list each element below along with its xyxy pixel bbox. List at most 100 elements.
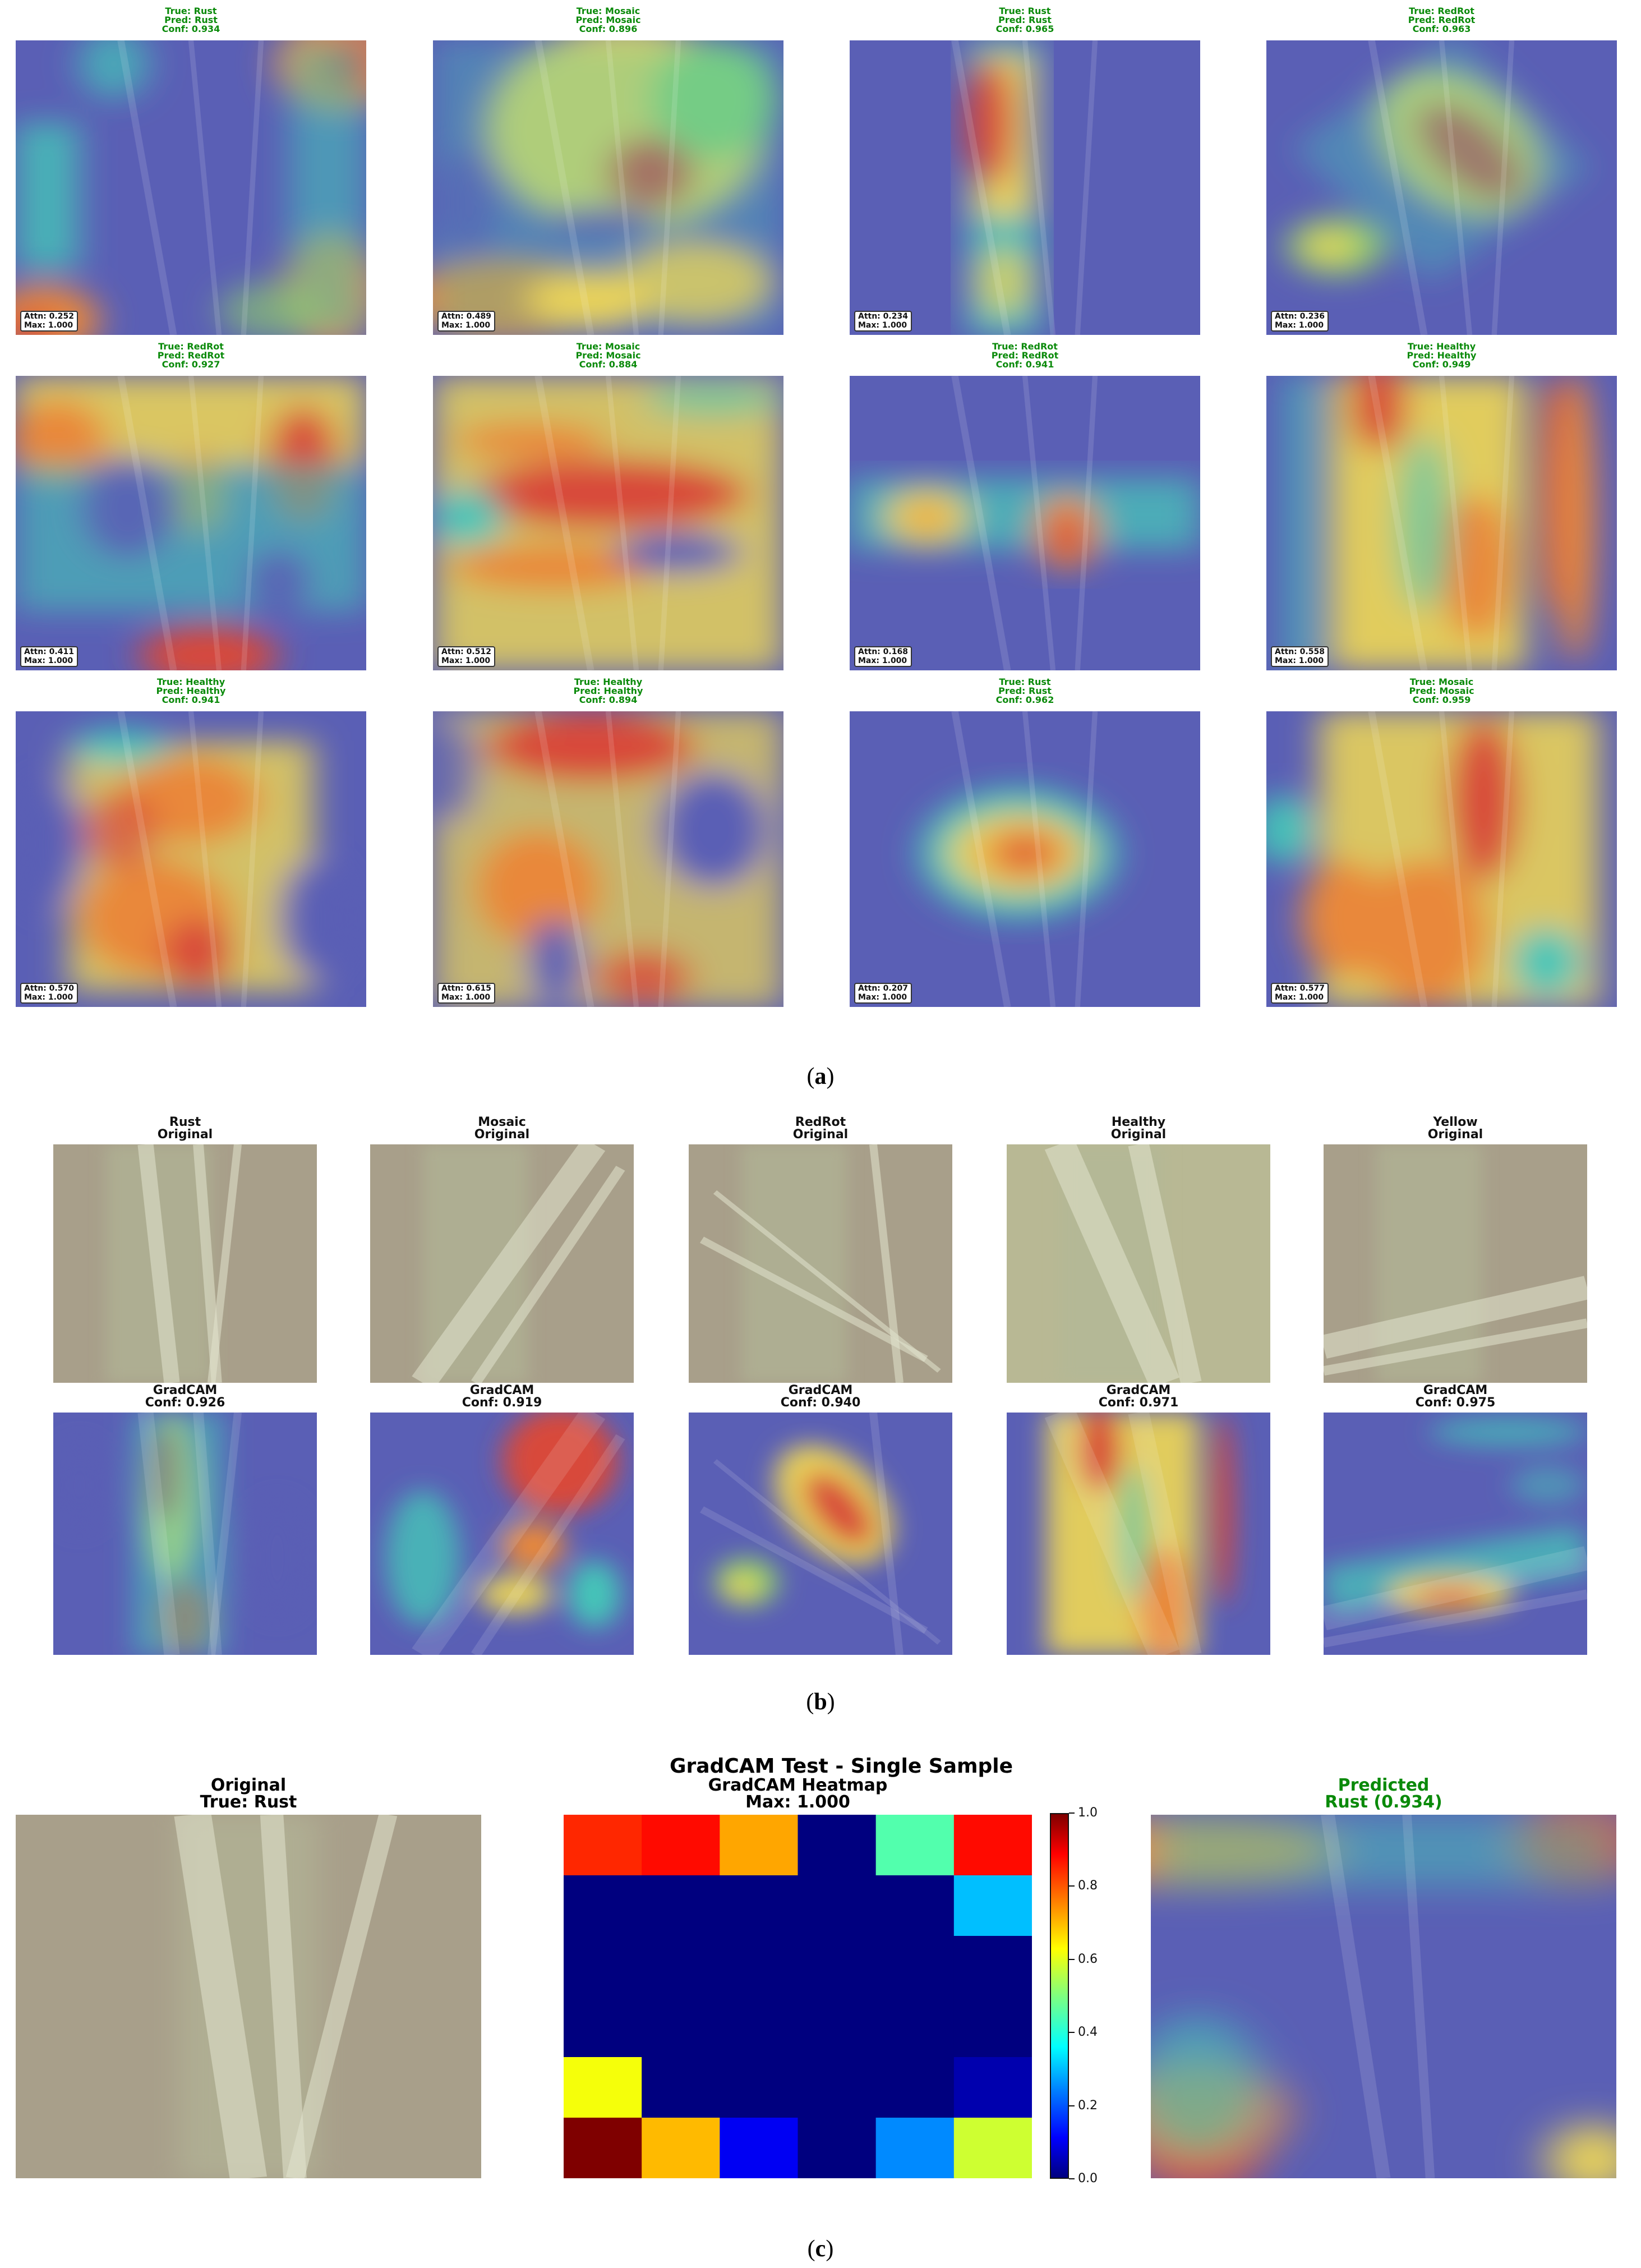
attention-heatmap: Attn: 0.252 Max: 1.000 [16,40,366,335]
attention-stats-box: Attn: 0.411 Max: 1.000 [20,646,78,667]
heatmap-cell [564,1996,642,2058]
original-title: Healthy Original [1110,1115,1167,1142]
original-leaf-image [1324,1144,1587,1383]
colorbar-tick-mark [1069,2178,1075,2179]
cell-title: True: Rust Pred: Rust Conf: 0.934 [162,6,220,34]
original-title: RedRot Original [792,1115,849,1142]
attention-heatmap: Attn: 0.577 Max: 1.000 [1266,711,1617,1007]
colorbar-tick-mark [1069,1812,1075,1814]
attention-heatmap: Attn: 0.512 Max: 1.000 [433,376,783,670]
heatmap-cell [875,1875,955,1936]
heatmap-cell [642,2057,720,2118]
heatmap-cell [798,2057,877,2118]
original-leaf-image [16,1815,481,2178]
heatmap-cell [720,1936,798,1997]
colorbar-tick-label: 0.8 [1078,1879,1098,1893]
attention-heatmap: Attn: 0.615 Max: 1.000 [433,711,783,1007]
colorbar-tick-mark [1069,1958,1075,1960]
heatmap-cell [720,2118,798,2178]
original-title: Original True: Rust [200,1775,297,1812]
cell-title: True: RedRot Pred: RedRot Conf: 0.963 [1408,6,1476,34]
attention-stats-box: Attn: 0.570 Max: 1.000 [20,983,78,1004]
colorbar-tick-mark [1069,1885,1075,1887]
heatmap-cell [875,1815,955,1876]
heatmap-cell [642,1875,720,1936]
colorbar [1050,1813,1069,2179]
heatmap-cell [953,1936,1032,1997]
gradcam-grid-heatmap [564,1815,1032,2178]
gradcam-title: GradCAM Conf: 0.926 [145,1383,225,1410]
original-title: Yellow Original [1427,1115,1483,1142]
heatmap-cell [953,2057,1032,2118]
gradcam-title: GradCAM Conf: 0.919 [462,1383,542,1410]
attention-heatmap: Attn: 0.234 Max: 1.000 [850,40,1200,335]
heatmap-cell [564,2057,642,2118]
heatmap-cell [875,2118,955,2178]
heatmap-cell [875,1996,955,2058]
heatmap-cell [720,2057,798,2118]
suptitle: GradCAM Test - Single Sample [669,1755,1013,1778]
attention-heatmap: Attn: 0.236 Max: 1.000 [1266,40,1617,335]
original-leaf-image [1007,1144,1270,1383]
cell-title: True: RedRot Pred: RedRot Conf: 0.927 [157,341,225,370]
attention-stats-box: Attn: 0.489 Max: 1.000 [437,311,495,332]
attention-heatmap: Attn: 0.411 Max: 1.000 [16,376,366,670]
original-title: Rust Original [157,1115,213,1142]
cell-title: True: Rust Pred: Rust Conf: 0.962 [995,677,1054,705]
heatmap-cell [642,2118,720,2178]
colorbar-tick-label: 0.0 [1078,2172,1098,2186]
gradcam-overlay-image [1007,1413,1270,1655]
heatmap-cell [564,1815,642,1876]
heatmap-cell [953,1996,1032,2058]
attention-stats-box: Attn: 0.236 Max: 1.000 [1271,311,1329,332]
heatmap-cell [720,1875,798,1936]
cell-title: True: RedRot Pred: RedRot Conf: 0.941 [991,341,1059,370]
original-leaf-image [689,1144,952,1383]
heatmap-cell [720,1815,798,1876]
gradcam-overlay-image [1324,1413,1587,1655]
cell-title: True: Healthy Pred: Healthy Conf: 0.949 [1407,341,1477,370]
attention-heatmap: Attn: 0.558 Max: 1.000 [1266,376,1617,670]
heatmap-cell [720,1996,798,2058]
heatmap-title: GradCAM Heatmap Max: 1.000 [708,1775,888,1812]
attention-stats-box: Attn: 0.512 Max: 1.000 [437,646,495,667]
attention-stats-box: Attn: 0.577 Max: 1.000 [1271,983,1329,1004]
attention-stats-box: Attn: 0.207 Max: 1.000 [854,983,912,1004]
heatmap-cell [953,2118,1032,2178]
colorbar-tick-label: 1.0 [1078,1806,1098,1820]
colorbar-tick-mark [1069,2105,1075,2106]
colorbar-tick-label: 0.4 [1078,2025,1098,2040]
heatmap-cell [564,2118,642,2178]
predicted-overlay-image [1151,1815,1616,2178]
heatmap-cell [564,1875,642,1936]
colorbar-tick-label: 0.2 [1078,2098,1098,2113]
attention-heatmap: Attn: 0.168 Max: 1.000 [850,376,1200,670]
caption-c: (c) [807,2236,834,2262]
heatmap-cell [798,1875,877,1936]
cell-title: True: Mosaic Pred: Mosaic Conf: 0.959 [1409,677,1474,705]
heatmap-cell [798,1936,877,1997]
heatmap-cell [798,2118,877,2178]
gradcam-overlay-image [370,1413,634,1655]
attention-heatmap: Attn: 0.570 Max: 1.000 [16,711,366,1007]
gradcam-title: GradCAM Conf: 0.940 [780,1383,861,1410]
original-leaf-image [53,1144,317,1383]
attention-stats-box: Attn: 0.558 Max: 1.000 [1271,646,1329,667]
cell-title: True: Rust Pred: Rust Conf: 0.965 [995,6,1054,34]
gradcam-overlay-image [53,1413,317,1655]
original-leaf-image [370,1144,634,1383]
gradcam-overlay-image [689,1413,952,1655]
heatmap-cell [642,1996,720,2058]
heatmap-cell [875,2057,955,2118]
heatmap-cell [953,1875,1032,1936]
heatmap-cell [564,1936,642,1997]
heatmap-cell [953,1815,1032,1876]
heatmap-cell [875,1936,955,1997]
attention-stats-box: Attn: 0.615 Max: 1.000 [437,983,495,1004]
caption-b: (b) [806,1689,835,1715]
heatmap-cell [642,1936,720,1997]
original-title: Mosaic Original [474,1115,530,1142]
attention-stats-box: Attn: 0.168 Max: 1.000 [854,646,912,667]
attention-heatmap: Attn: 0.207 Max: 1.000 [850,711,1200,1007]
gradcam-title: GradCAM Conf: 0.971 [1098,1383,1179,1410]
